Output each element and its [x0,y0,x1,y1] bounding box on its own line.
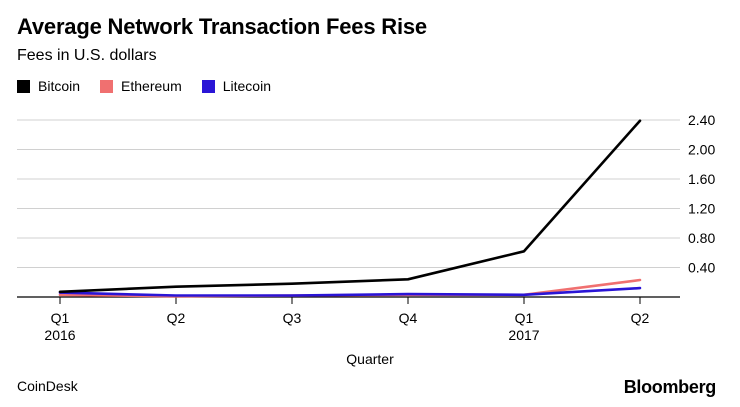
x-tick-label: Q2 [167,310,186,326]
legend-label-bitcoin: Bitcoin [38,78,81,94]
y-tick-label: 0.80 [688,230,715,246]
y-tick-label: 2.40 [688,112,715,128]
legend-swatch-ethereum [100,79,114,93]
source-label: CoinDesk [17,378,78,394]
series-line-bitcoin [58,119,642,294]
legend-item-litecoin: Litecoin [201,78,271,94]
y-tick-label: 2.00 [688,142,715,158]
legend-item-ethereum: Ethereum [100,78,182,94]
series-line-litecoin [58,286,642,297]
x-tick-label: 2016 [44,327,75,343]
legend: Bitcoin Ethereum Litecoin [17,78,291,94]
x-tick-label: Q4 [399,310,418,326]
x-tick-label: Q1 [515,310,534,326]
chart-subtitle: Fees in U.S. dollars [17,47,157,64]
y-tick-label: 1.20 [688,201,715,217]
legend-swatch-bitcoin [17,79,30,93]
x-tick-label: 2017 [508,327,539,343]
y-tick-label: 0.40 [688,260,715,276]
legend-label-ethereum: Ethereum [121,78,182,94]
legend-label-litecoin: Litecoin [222,78,271,94]
x-tick-label: Q3 [283,310,302,326]
x-axis-title: Quarter [346,351,394,367]
y-tick-label: 1.60 [688,171,715,187]
legend-swatch-litecoin [201,79,215,93]
brand-logo: Bloomberg [623,377,717,397]
legend-item-bitcoin: Bitcoin [17,78,80,94]
x-tick-label: Q2 [631,310,650,326]
chart-title: Average Network Transaction Fees Rise [17,14,427,39]
x-tick-label: Q1 [51,310,70,326]
